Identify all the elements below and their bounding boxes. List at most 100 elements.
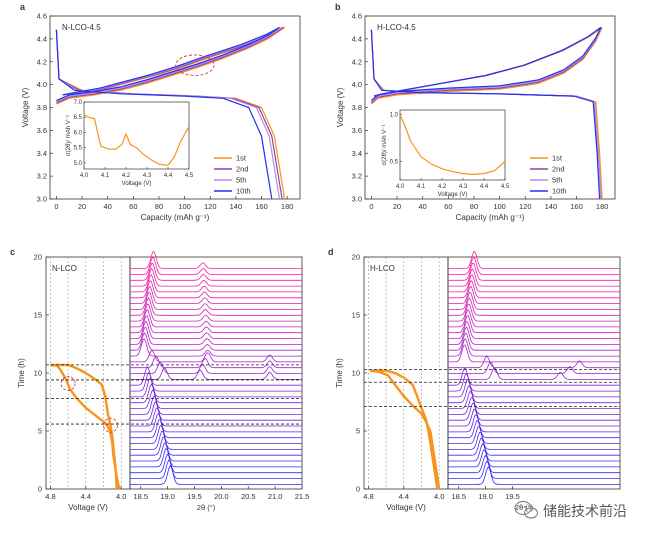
xrd-trace	[448, 466, 620, 485]
legend-label: 5th	[236, 176, 246, 185]
xrd-trace	[448, 332, 620, 351]
xrd-trace	[448, 420, 620, 439]
series-10th-tail	[370, 29, 601, 200]
xrd-trace	[448, 425, 620, 444]
xrd-trace	[130, 279, 302, 299]
y-tick-label: 4.6	[37, 12, 47, 21]
inset-x-tick-label: 4.3	[143, 173, 152, 179]
xrd-trace	[448, 279, 620, 299]
xrd-trace	[130, 377, 302, 398]
xrd-trace	[130, 262, 302, 281]
highlight-circle	[175, 54, 215, 76]
inset-x-tick-label: 4.4	[480, 184, 489, 190]
xrd-trace	[130, 256, 302, 275]
xrd-x-tick-label: 18.5	[133, 492, 148, 501]
xrd-trace	[130, 425, 302, 444]
xrd-trace	[130, 326, 302, 345]
panel-d: d 0 5 10 15 20 4.8 4.4 4.0 Voltage (V) Time (h) H-L…	[328, 247, 621, 512]
xrd-x-tick-label: 19.5	[187, 492, 202, 501]
xrd-trace	[130, 315, 302, 334]
xrd-trace	[448, 397, 620, 415]
plot-title: N-LCO-4.5	[62, 23, 101, 32]
xrd-trace	[448, 297, 620, 316]
xrd-trace	[448, 373, 620, 392]
x-tick-label: 20	[393, 202, 401, 211]
y-tick-label: 0	[356, 485, 360, 494]
panel-label: c	[10, 247, 15, 257]
xrd-trace	[448, 367, 620, 386]
xrd-x-tick-label: 21.0	[268, 492, 283, 501]
series-2nd-charge	[371, 27, 602, 104]
x-tick-label: 0	[54, 202, 58, 211]
y-tick-label: 5	[38, 427, 42, 436]
legend-label: 5th	[552, 176, 562, 185]
xrd-trace	[448, 308, 620, 328]
y-tick-label: 10	[352, 369, 360, 378]
highlight-circle	[60, 375, 76, 391]
xrd-trace	[448, 460, 620, 479]
x-tick-label: 4.8	[45, 492, 55, 501]
xrd-trace	[130, 401, 302, 421]
xrd-trace	[448, 326, 620, 345]
y-tick-label: 4.4	[37, 34, 47, 43]
xrd-trace	[448, 361, 620, 374]
x-tick-label: 80	[155, 202, 163, 211]
x-tick-label: 60	[129, 202, 137, 211]
y-tick-label: 4.6	[352, 12, 362, 21]
legend-label: 10th	[236, 187, 251, 196]
y-tick-label: 20	[352, 253, 360, 262]
x-tick-label: 80	[470, 202, 478, 211]
xrd-x-tick-label: 19.5	[505, 492, 520, 501]
x-tick-label: 120	[204, 202, 217, 211]
x-axis-label: Voltage (V)	[68, 503, 108, 512]
panel-label: a	[20, 2, 26, 12]
legend-label: 10th	[552, 187, 567, 196]
inset-y-tick-label: 1.0	[390, 113, 399, 119]
inset-y-label: σ(2θ)/ mAh V⁻¹	[66, 115, 72, 156]
xrd-trace	[130, 442, 302, 462]
xrd-trace	[130, 459, 302, 479]
watermark-text: 储能技术前沿	[543, 503, 627, 519]
inset-x-tick-label: 4.0	[80, 173, 89, 179]
inset-x-tick-label: 4.5	[501, 184, 510, 190]
y-tick-label: 3.6	[352, 126, 362, 135]
y-tick-label: 3.4	[37, 149, 47, 158]
xrd-trace	[130, 251, 302, 269]
y-axis-label: Time (h)	[17, 358, 26, 388]
inset-frame	[83, 101, 190, 170]
series-5th-charge	[56, 26, 283, 103]
x-tick-label: 180	[596, 202, 609, 211]
xrd-trace	[448, 291, 620, 310]
voltage-frame	[45, 256, 131, 490]
legend-label: 1st	[552, 154, 563, 163]
xrd-x-tick-label: 20.5	[241, 492, 256, 501]
voltage-curve	[370, 369, 441, 490]
x-axis-label: Capacity (mAh g⁻¹)	[141, 213, 210, 222]
x-tick-label: 60	[444, 202, 452, 211]
xrd-trace	[130, 285, 302, 304]
inset-x-label: Voltage (V)	[122, 181, 152, 187]
inset-x-tick-label: 4.0	[396, 184, 405, 190]
voltage-frame	[363, 256, 449, 490]
x-tick-label: 100	[178, 202, 191, 211]
xrd-trace	[448, 315, 620, 334]
y-tick-label: 15	[352, 311, 360, 320]
highlight-circle	[103, 417, 118, 433]
voltage-curve	[50, 363, 121, 490]
y-tick-label: 4.4	[352, 34, 362, 43]
xrd-trace	[448, 285, 620, 304]
y-tick-label: 4.0	[37, 80, 47, 89]
panel-label: b	[335, 2, 341, 12]
inset-curve	[399, 114, 506, 176]
y-tick-label: 4.2	[37, 57, 47, 66]
x-axis-label: Capacity (mAh g⁻¹)	[456, 213, 525, 222]
x-tick-label: 160	[570, 202, 583, 211]
xrd-trace	[448, 391, 620, 409]
xrd-trace	[448, 344, 620, 363]
inset-x-tick-label: 4.1	[417, 184, 426, 190]
xrd-trace	[448, 367, 620, 380]
inset-y-tick-label: 0.5	[390, 159, 399, 165]
inset-y-tick-label: 6.0	[74, 130, 83, 136]
x-tick-label: 4.4	[399, 492, 409, 501]
